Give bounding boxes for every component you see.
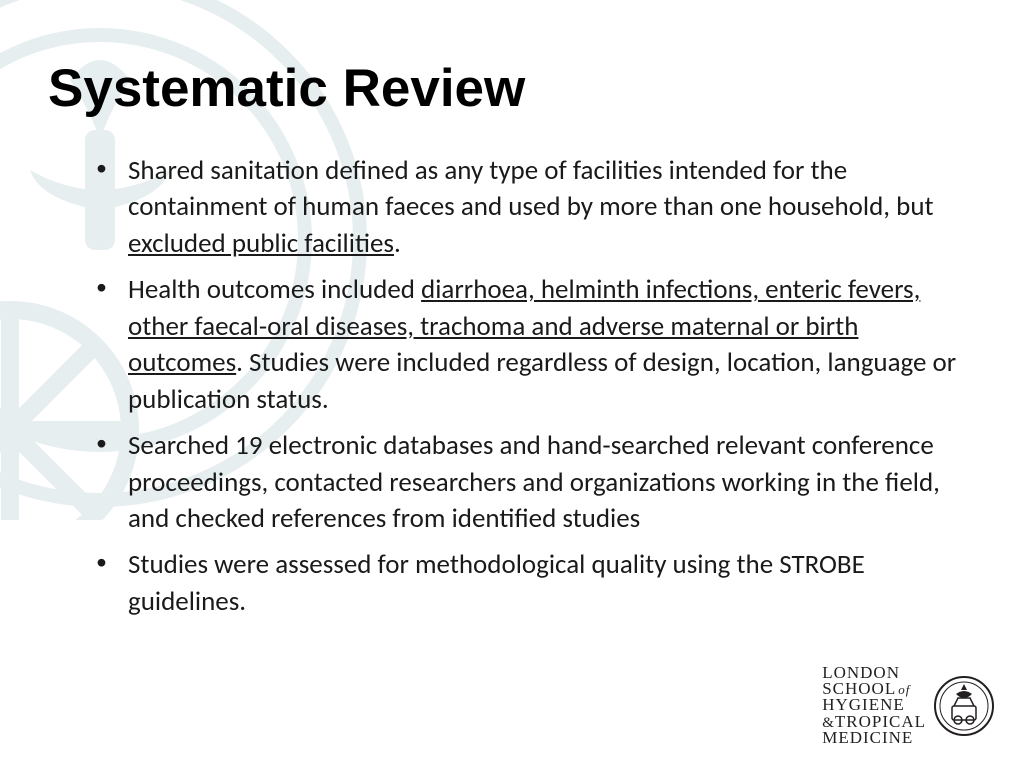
slide-title: Systematic Review bbox=[48, 58, 976, 119]
bullet-text: Studies were assessed for methodological… bbox=[128, 548, 865, 617]
bullet-text: Searched 19 electronic databases and han… bbox=[128, 429, 940, 535]
bullet-item: Health outcomes included diarrhoea, helm… bbox=[96, 272, 976, 418]
bullet-item: Searched 19 electronic databases and han… bbox=[96, 428, 976, 537]
logo-line: MEDICINE bbox=[822, 730, 926, 746]
bullet-text: Health outcomes included bbox=[128, 273, 421, 306]
bullet-text: . bbox=[394, 227, 401, 260]
bullet-item: Studies were assessed for methodological… bbox=[96, 547, 976, 620]
lshtm-logo-text: LONDON SCHOOLof HYGIENE &TROPICAL MEDICI… bbox=[822, 665, 926, 746]
bullet-underline: excluded public facilities bbox=[128, 227, 394, 260]
lshtm-logo: LONDON SCHOOLof HYGIENE &TROPICAL MEDICI… bbox=[822, 665, 994, 746]
bullet-text: . Studies were included regardless of de… bbox=[128, 346, 956, 415]
slide: Systematic Review Shared sanitation defi… bbox=[0, 0, 1024, 768]
bullet-item: Shared sanitation defined as any type of… bbox=[96, 153, 976, 262]
bullet-text: Shared sanitation defined as any type of… bbox=[128, 154, 934, 223]
lshtm-seal-icon bbox=[934, 676, 994, 736]
bullet-list: Shared sanitation defined as any type of… bbox=[48, 153, 976, 620]
